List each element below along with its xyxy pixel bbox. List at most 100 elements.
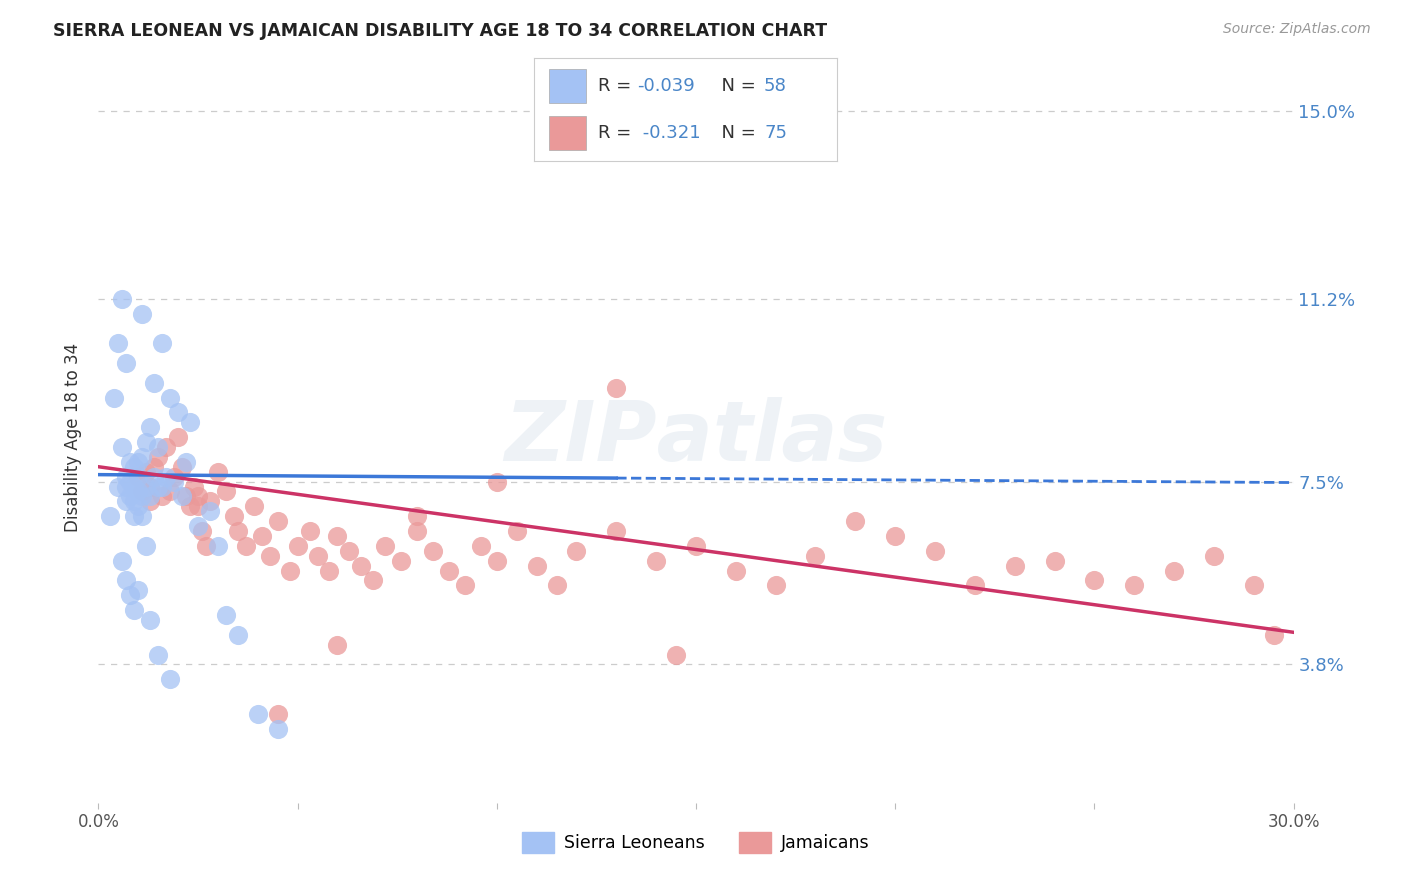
- Point: [246, 706, 269, 721]
- Point: [120, 588, 142, 602]
- Point: [804, 549, 827, 563]
- Text: N =: N =: [710, 78, 761, 95]
- Point: [135, 435, 157, 450]
- Point: [422, 543, 444, 558]
- Point: [183, 479, 205, 493]
- Point: [1083, 574, 1105, 588]
- Point: [243, 500, 266, 514]
- Point: [143, 459, 166, 474]
- Point: [139, 489, 162, 503]
- Point: [139, 420, 162, 434]
- Point: [326, 529, 349, 543]
- Point: [645, 554, 668, 568]
- Point: [1123, 578, 1146, 592]
- Point: [187, 519, 209, 533]
- Point: [226, 628, 249, 642]
- Text: 75: 75: [763, 124, 787, 142]
- Point: [318, 564, 340, 578]
- Bar: [550, 117, 586, 150]
- Point: [107, 336, 129, 351]
- Point: [1243, 578, 1265, 592]
- Point: [120, 475, 142, 489]
- Point: [924, 543, 946, 558]
- Point: [215, 607, 238, 622]
- Point: [526, 558, 548, 573]
- Point: [1043, 554, 1066, 568]
- Point: [159, 484, 181, 499]
- Point: [159, 672, 181, 686]
- Point: [127, 455, 149, 469]
- Text: SIERRA LEONEAN VS JAMAICAN DISABILITY AGE 18 TO 34 CORRELATION CHART: SIERRA LEONEAN VS JAMAICAN DISABILITY AG…: [53, 22, 828, 40]
- Point: [546, 578, 568, 592]
- Point: [139, 494, 162, 508]
- Point: [565, 543, 588, 558]
- Text: Source: ZipAtlas.com: Source: ZipAtlas.com: [1223, 22, 1371, 37]
- Point: [124, 603, 146, 617]
- Point: [131, 484, 153, 499]
- Point: [187, 489, 209, 503]
- Point: [215, 484, 238, 499]
- Point: [148, 450, 170, 464]
- Point: [127, 484, 149, 499]
- Point: [724, 564, 747, 578]
- Point: [115, 574, 138, 588]
- Point: [350, 558, 373, 573]
- Point: [148, 648, 170, 662]
- Point: [485, 554, 508, 568]
- Point: [111, 292, 134, 306]
- Text: -0.039: -0.039: [637, 78, 695, 95]
- Point: [1163, 564, 1185, 578]
- Point: [124, 479, 146, 493]
- Point: [198, 504, 221, 518]
- Point: [127, 583, 149, 598]
- Text: ZIP​atlas: ZIP​atlas: [505, 397, 887, 477]
- Point: [124, 509, 146, 524]
- Point: [167, 430, 190, 444]
- Point: [198, 494, 221, 508]
- Point: [150, 336, 173, 351]
- Point: [135, 539, 157, 553]
- Point: [665, 648, 688, 662]
- Point: [1263, 628, 1285, 642]
- Point: [148, 479, 170, 493]
- Point: [148, 440, 170, 454]
- Point: [179, 415, 201, 429]
- Point: [135, 479, 157, 493]
- Bar: [550, 70, 586, 103]
- Point: [250, 529, 273, 543]
- Point: [143, 376, 166, 390]
- Point: [115, 356, 138, 370]
- Point: [470, 539, 492, 553]
- Point: [131, 306, 153, 320]
- Point: [131, 489, 153, 503]
- Point: [155, 469, 177, 483]
- Point: [115, 494, 138, 508]
- Point: [172, 489, 194, 503]
- Point: [127, 469, 149, 483]
- Point: [163, 469, 186, 483]
- Point: [174, 489, 197, 503]
- Point: [226, 524, 249, 538]
- Point: [278, 564, 301, 578]
- Point: [115, 479, 138, 493]
- Point: [963, 578, 986, 592]
- Point: [765, 578, 787, 592]
- Point: [120, 489, 142, 503]
- Point: [103, 391, 125, 405]
- Text: R =: R =: [598, 78, 637, 95]
- Point: [159, 391, 181, 405]
- Point: [127, 469, 149, 483]
- Point: [685, 539, 707, 553]
- Point: [307, 549, 329, 563]
- Point: [235, 539, 257, 553]
- Point: [131, 450, 153, 464]
- Point: [115, 469, 138, 483]
- Text: 58: 58: [763, 78, 787, 95]
- Text: N =: N =: [710, 124, 761, 142]
- Point: [174, 455, 197, 469]
- Point: [267, 706, 290, 721]
- Point: [406, 524, 429, 538]
- Point: [111, 440, 134, 454]
- Point: [124, 494, 146, 508]
- Point: [107, 479, 129, 493]
